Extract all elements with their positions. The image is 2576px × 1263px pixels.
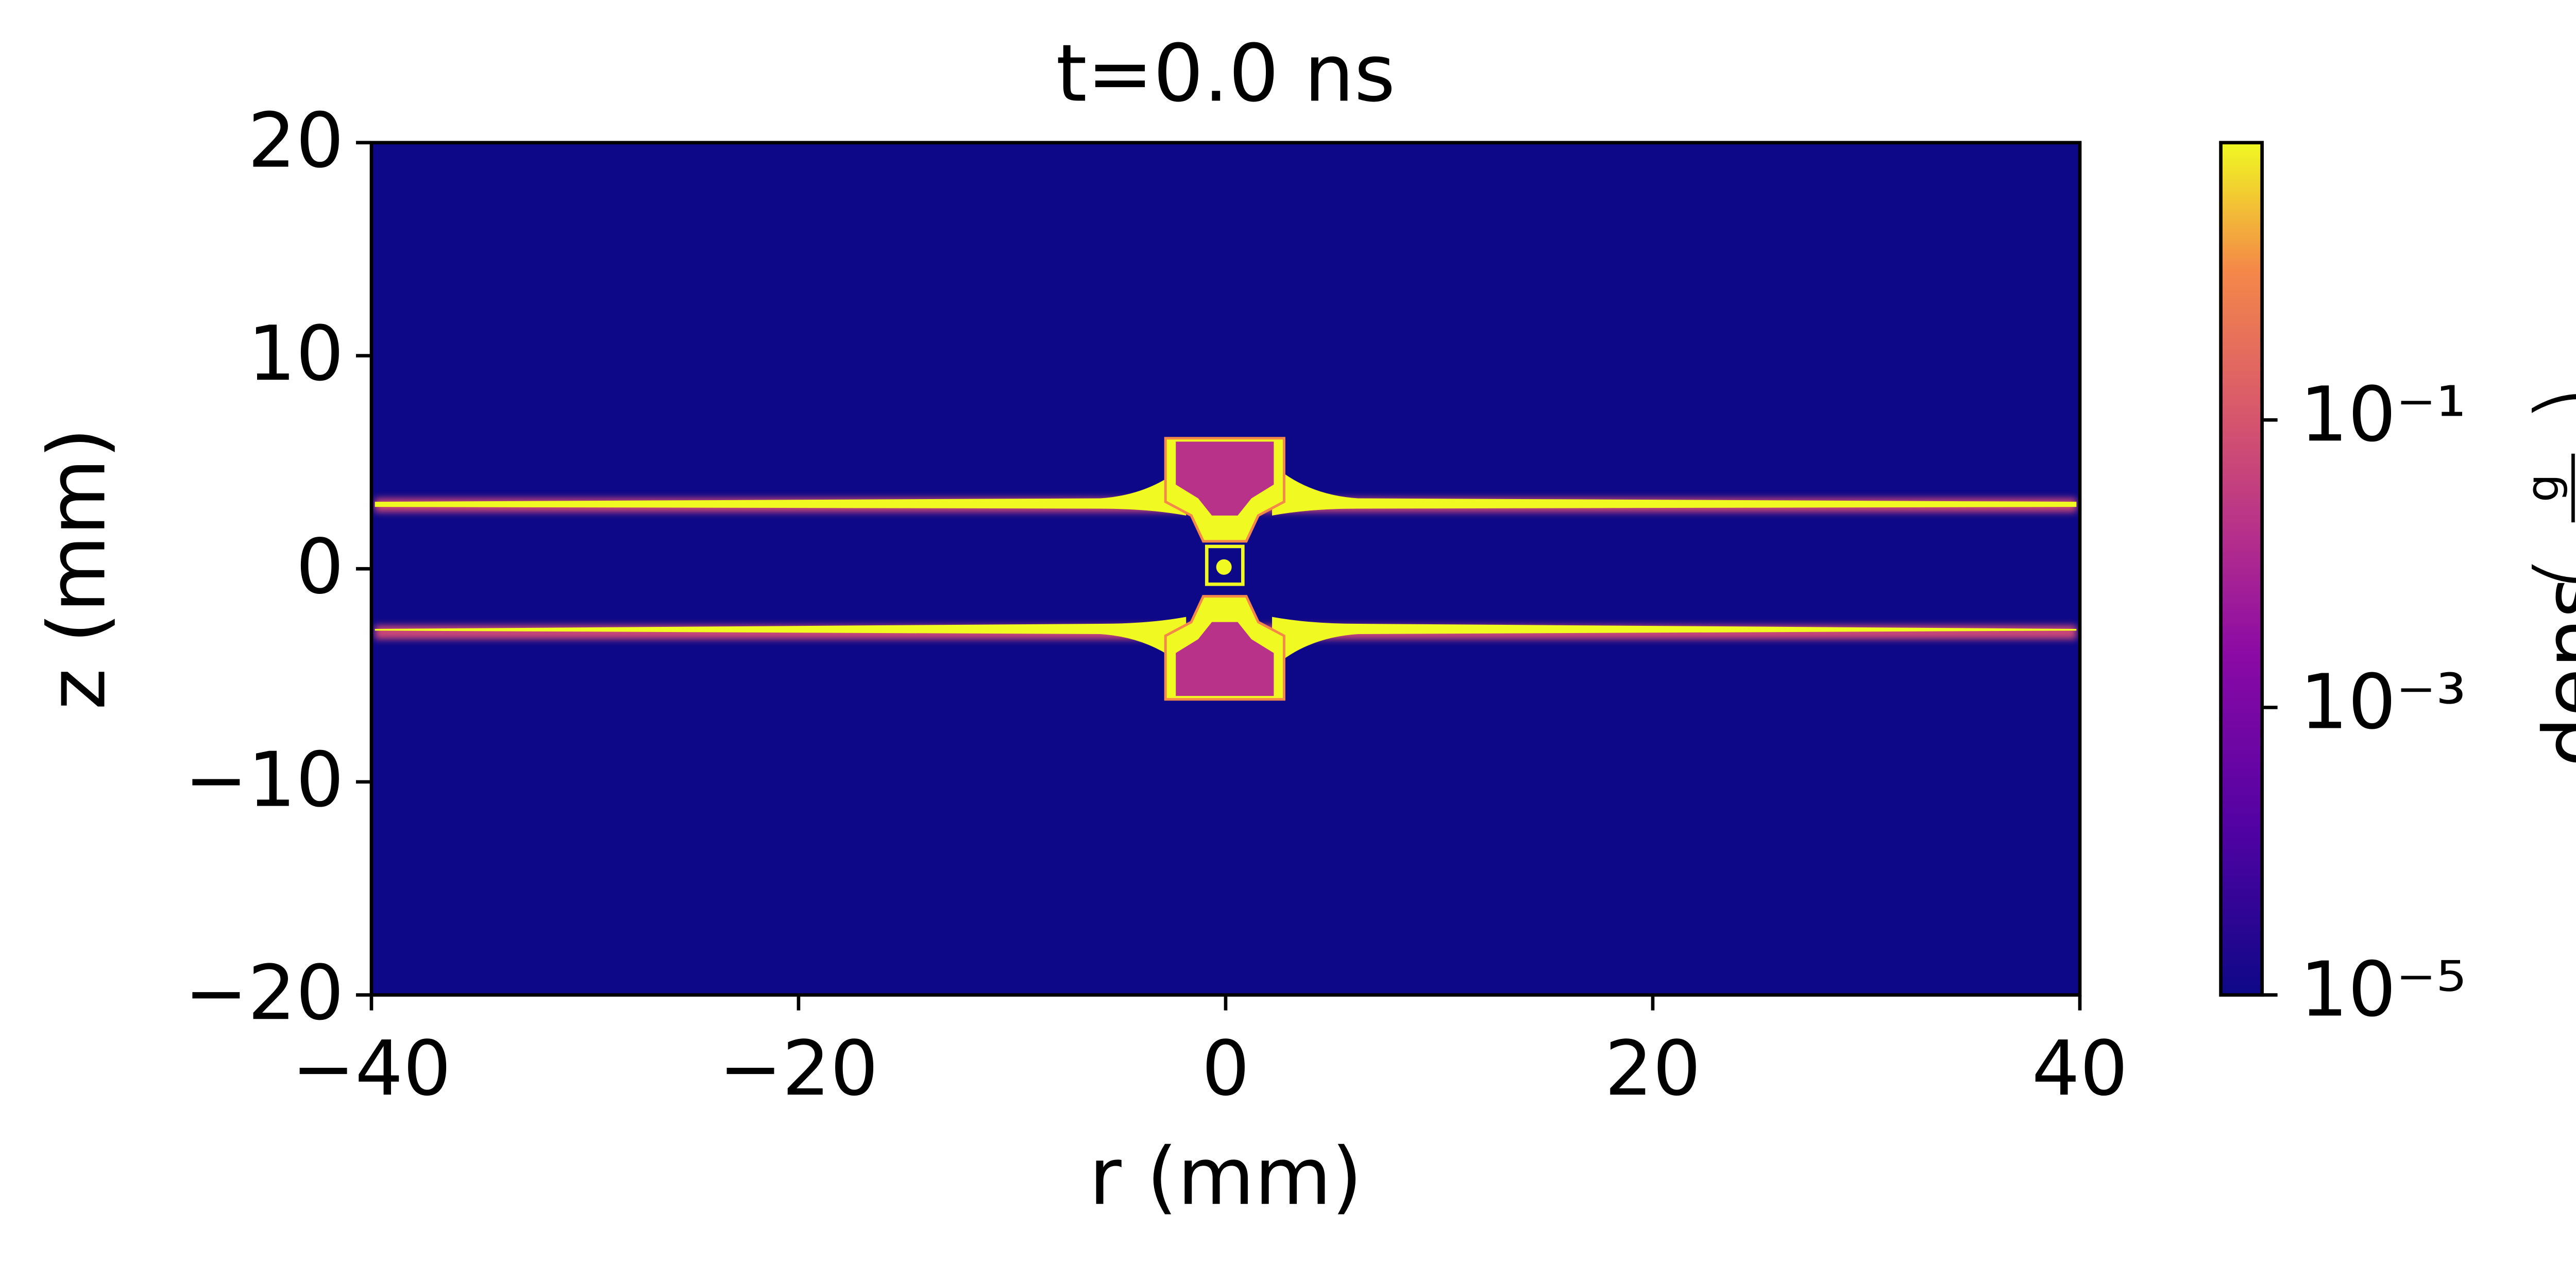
heatmap bbox=[371, 142, 2080, 995]
colorbar bbox=[2219, 141, 2264, 997]
paren: ( bbox=[2514, 553, 2576, 595]
y-axis-label: z (mm) bbox=[31, 428, 123, 710]
colorbar-label-denominator: cm³ bbox=[2572, 445, 2576, 531]
y-tick-label: 20 bbox=[248, 97, 344, 185]
x-tick-label: −40 bbox=[292, 1025, 451, 1113]
x-axis-label: r (mm) bbox=[1089, 1131, 1363, 1223]
x-tick-label: 0 bbox=[1201, 1025, 1249, 1113]
x-tick-label: −20 bbox=[719, 1025, 878, 1113]
colorbar-tick-label: 10⁻⁵ bbox=[2300, 946, 2466, 1034]
colorbar-tick-label: 10⁻¹ bbox=[2300, 370, 2466, 458]
y-tick-label: −10 bbox=[184, 736, 344, 824]
paren: ) bbox=[2514, 383, 2576, 425]
colorbar-label-numerator: g bbox=[2517, 474, 2569, 502]
colorbar-label-name: dens bbox=[2527, 577, 2576, 767]
y-tick-label: 10 bbox=[248, 310, 344, 398]
colorbar-label: dens ( g cm³ ) bbox=[2514, 383, 2576, 767]
x-tick-label: 20 bbox=[1605, 1025, 1701, 1113]
colorbar-tick-label: 10⁻³ bbox=[2300, 658, 2466, 746]
x-tick-label: 40 bbox=[2032, 1025, 2128, 1113]
chart-title: t=0.0 ns bbox=[1056, 28, 1396, 120]
y-tick-label: −20 bbox=[184, 949, 344, 1037]
y-tick-label: 0 bbox=[296, 523, 344, 611]
